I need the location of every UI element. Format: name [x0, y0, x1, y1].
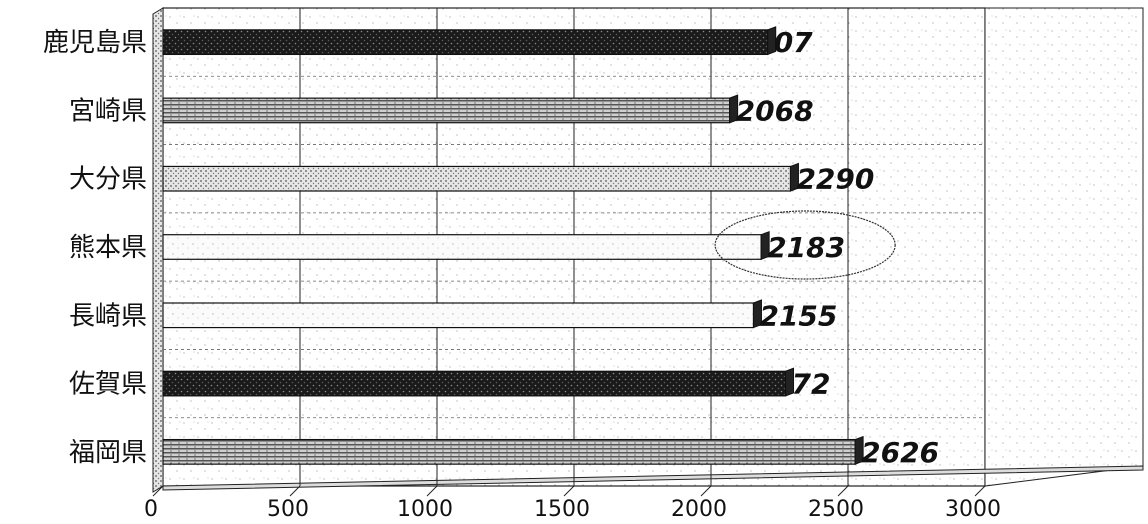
bar-end-cap [767, 26, 777, 56]
side-wall [984, 7, 1144, 487]
category-label: 鹿児島県 [43, 28, 147, 58]
x-tick-label: 1000 [397, 497, 453, 522]
bar [162, 97, 731, 124]
highlight-ellipse-shape [714, 210, 896, 280]
category-label: 長崎県 [69, 301, 147, 331]
x-tick-labels: 0 500 1000 1500 2000 2500 3000 [144, 497, 1001, 522]
tick-mark [837, 485, 849, 497]
bar [162, 302, 755, 329]
bar-end-cap [854, 435, 864, 465]
x-tick-label: 3000 [945, 497, 1001, 522]
category-label: 大分県 [69, 165, 147, 195]
category-label: 熊本県 [69, 233, 147, 263]
data-label: 2155 [759, 299, 837, 332]
tick-mark [563, 485, 575, 497]
data-label: 07 [774, 26, 813, 59]
grid-lines [152, 8, 986, 497]
data-label: 2290 [796, 163, 874, 196]
bar-end-cap [729, 94, 739, 124]
tick-mark [426, 485, 438, 497]
x-tick-label: 2000 [671, 497, 727, 522]
x-tick-label: 2500 [808, 497, 864, 522]
highlight-ellipse [714, 210, 896, 280]
bar [162, 29, 769, 56]
category-label: 宮崎県 [69, 96, 147, 126]
tick-mark [700, 485, 712, 497]
data-labels: 07 2068 2290 2183 2155 72 2626 [736, 26, 939, 469]
data-label: 72 [792, 368, 831, 401]
bar-end-cap [789, 162, 799, 192]
tick-mark [974, 485, 986, 497]
x-tick-label: 1500 [534, 497, 590, 522]
x-tick-label: 0 [144, 497, 158, 522]
bar-end-cap [785, 367, 795, 397]
bars [162, 26, 864, 465]
bar [162, 370, 787, 397]
data-label: 2068 [736, 94, 814, 127]
left-wall [152, 7, 164, 493]
tick-mark [152, 485, 164, 497]
tick-mark [289, 485, 301, 497]
bar-end-cap [760, 230, 770, 261]
x-tick-label: 500 [267, 497, 309, 522]
category-label: 福岡県 [69, 438, 147, 468]
category-label: 佐賀県 [69, 370, 147, 400]
bar-end-cap [752, 299, 762, 329]
data-label: 2183 [767, 231, 845, 264]
bar [162, 234, 762, 260]
data-label: 2626 [861, 436, 939, 469]
bar [162, 438, 856, 465]
floor [162, 465, 1144, 491]
bar [162, 165, 792, 192]
